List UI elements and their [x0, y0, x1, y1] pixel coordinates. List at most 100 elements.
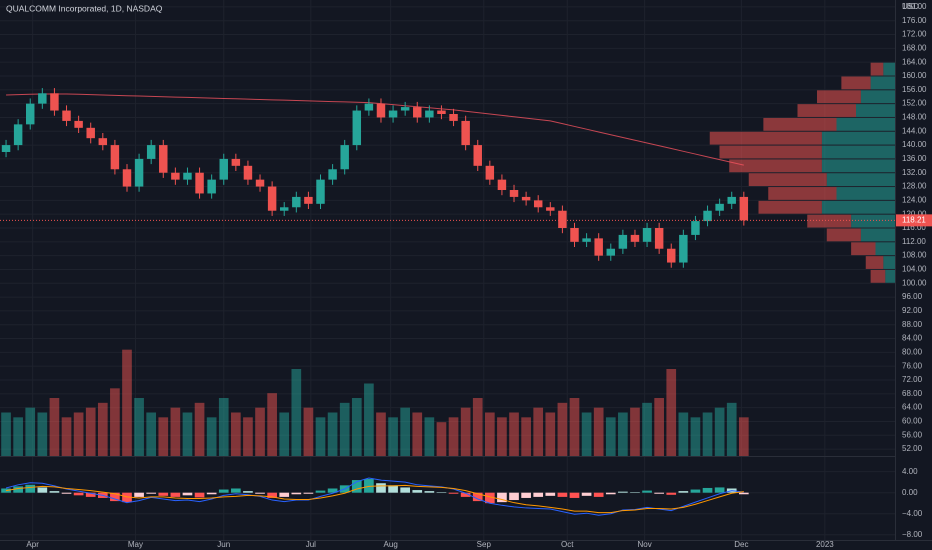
currency-label: USD	[902, 2, 919, 11]
candle-body	[110, 145, 120, 170]
candle-body	[304, 196, 313, 204]
candle-body	[376, 103, 386, 118]
volume-bar	[702, 412, 713, 456]
candle-body	[352, 110, 362, 146]
y-tick-label: 96.00	[902, 292, 923, 301]
y-tick-label: 80.00	[902, 347, 923, 356]
y-tick-label: 156.00	[902, 85, 927, 94]
volume-bar	[533, 407, 544, 456]
profile-up	[875, 242, 895, 256]
macd-histogram-bar	[37, 487, 48, 493]
volume-bar	[714, 407, 725, 456]
macd-line	[5, 484, 744, 514]
volume-bar	[279, 412, 290, 456]
volume-bar	[255, 407, 265, 456]
candle-body	[618, 234, 628, 249]
volume-bar	[545, 412, 556, 456]
profile-up	[851, 214, 895, 228]
candle-body	[461, 120, 470, 146]
profile-down	[817, 90, 861, 104]
volume-bar	[85, 407, 96, 456]
last-price-label: 118.21	[902, 215, 926, 224]
volume-bar	[448, 417, 459, 456]
candle-body	[13, 124, 23, 146]
candle-body	[606, 248, 616, 256]
macd-histogram-bar	[206, 492, 217, 495]
volume-bar	[315, 417, 326, 456]
candle-body	[654, 228, 664, 249]
profile-up	[821, 131, 895, 145]
profile-down	[709, 131, 822, 145]
volume-bar	[267, 393, 277, 456]
macd-histogram-bar	[460, 492, 471, 497]
macd-histogram-bar	[509, 492, 519, 501]
macd-histogram-bar	[702, 487, 713, 493]
profile-up	[870, 76, 895, 90]
candle-body	[413, 107, 422, 118]
candle-body	[558, 210, 567, 228]
candle-body	[340, 145, 349, 170]
macd-histogram-bar	[13, 486, 23, 493]
macd-histogram-bar	[388, 485, 398, 493]
profile-down	[758, 200, 822, 214]
y-tick-label: 144.00	[902, 126, 927, 135]
volume-bar	[569, 398, 580, 456]
candle-body	[219, 158, 228, 180]
macd-histogram-bar	[61, 492, 72, 494]
volume-bar	[73, 412, 84, 456]
candle-body	[642, 228, 652, 242]
volume-bar	[97, 402, 108, 456]
candle-body	[98, 138, 108, 146]
candle-body	[546, 207, 555, 211]
macd-histogram-bar	[364, 479, 374, 493]
volume-bar	[509, 412, 519, 456]
volume-bar	[738, 417, 749, 456]
macd-histogram-bar	[593, 492, 604, 497]
candle-body	[679, 234, 688, 263]
profile-down	[768, 187, 837, 200]
candle-body	[582, 238, 591, 242]
macd-histogram-bar	[267, 492, 277, 498]
candle-body	[255, 179, 265, 187]
y-tick-label: 52.00	[902, 444, 923, 453]
candle-body	[473, 145, 482, 166]
volume-bar	[376, 412, 386, 456]
volume-bar	[521, 417, 531, 456]
volume-bar	[339, 402, 350, 456]
macd-histogram-bar	[110, 492, 120, 502]
y-tick-label: 180.00	[902, 2, 927, 11]
volume-bar	[61, 417, 72, 456]
volume-bar	[424, 417, 435, 456]
candle-body	[521, 196, 531, 201]
volume-bar	[400, 407, 411, 456]
macd-histogram-bar	[134, 492, 144, 497]
macd-histogram-bar	[243, 491, 253, 493]
y-tick-label: 172.00	[902, 30, 927, 39]
candle-body	[134, 158, 144, 187]
volume-bar	[303, 407, 314, 456]
macd-histogram-bar	[654, 492, 664, 494]
macd-histogram-bar	[327, 488, 338, 493]
y-tick-label: 84.00	[902, 334, 923, 343]
macd-histogram-bar	[85, 492, 96, 497]
profile-down	[807, 214, 852, 228]
volume-bar	[25, 407, 36, 456]
macd-histogram-bar	[170, 492, 181, 497]
y-tick-label: 4.00	[902, 467, 918, 476]
moving-average	[6, 93, 744, 166]
profile-down	[826, 228, 861, 242]
profile-down	[870, 62, 884, 76]
macd-histogram-bar	[255, 492, 265, 494]
volume-bar	[364, 383, 374, 456]
axes: 52.00 56.00 60.00 64.00 68.00 72.00 76.00 80.00…	[26, 2, 932, 549]
candle-body	[497, 179, 507, 190]
volume-bar	[581, 412, 592, 456]
x-tick-label: Nov	[638, 540, 652, 549]
macd-histogram-bar	[678, 491, 689, 493]
volume-bar	[158, 417, 169, 456]
candle-body	[292, 196, 301, 208]
macd-histogram-bar	[1, 488, 11, 493]
macd-histogram-bar	[303, 492, 314, 494]
y-tick-label: 112.00	[902, 237, 926, 246]
volume-bar	[110, 388, 120, 456]
